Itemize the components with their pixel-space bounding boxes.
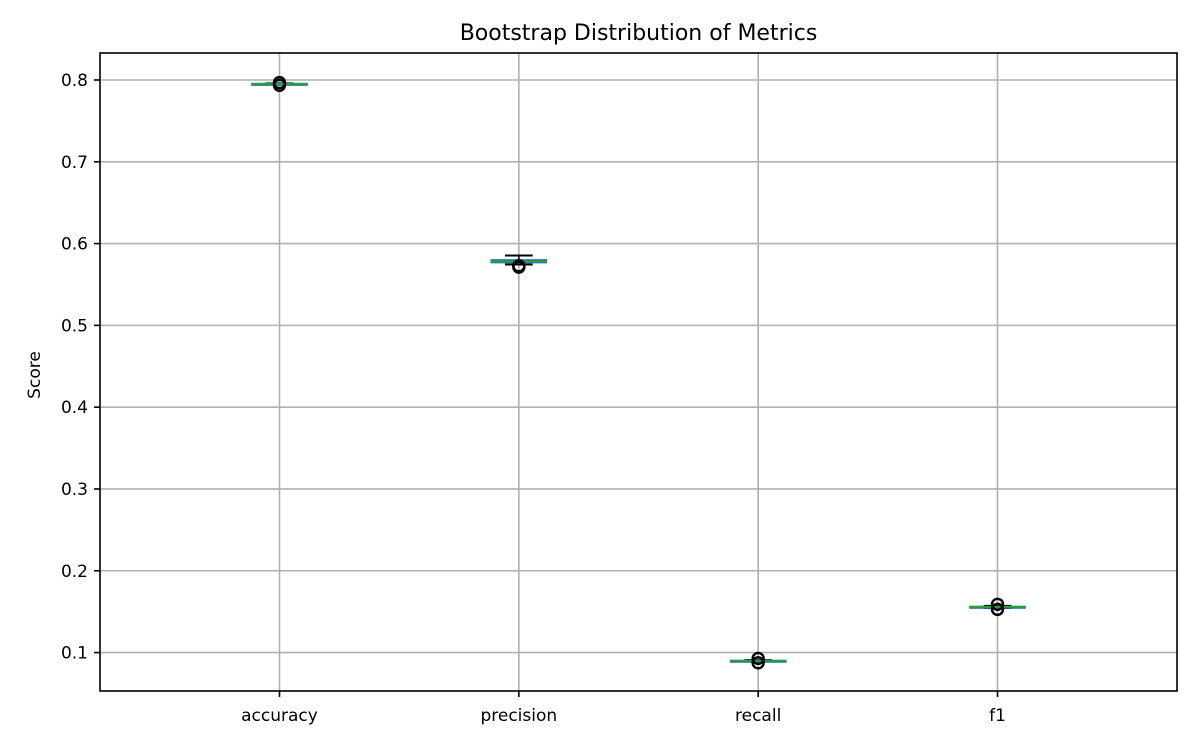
outlier-point: [990, 602, 1005, 617]
box-recall: [729, 651, 787, 670]
outlier-point: [512, 259, 526, 273]
y-tick-label: 0.8: [61, 71, 88, 91]
outlier-point: [751, 656, 765, 670]
y-tick-label: 0.1: [61, 644, 88, 664]
box-accuracy: [251, 75, 308, 93]
y-tick-label: 0.6: [61, 235, 88, 255]
box-f1: [969, 597, 1026, 617]
x-tick-label: accuracy: [241, 706, 318, 726]
x-tick-label: recall: [735, 706, 781, 726]
chart-title: Bootstrap Distribution of Metrics: [460, 21, 818, 46]
box-precision: [490, 254, 548, 274]
x-tick-label: precision: [480, 706, 557, 726]
outlier-point: [272, 75, 287, 90]
y-tick-label: 0.2: [61, 562, 88, 582]
y-tick-label: 0.7: [61, 153, 88, 173]
y-tick-label: 0.4: [61, 398, 88, 418]
y-axis-label: Score: [25, 351, 45, 399]
y-tick-label: 0.5: [61, 316, 88, 336]
box-layer: [251, 75, 1026, 670]
y-tick-label: 0.3: [61, 480, 88, 500]
outlier-point: [990, 597, 1005, 611]
grid-layer: [100, 53, 1177, 691]
outlier-point: [751, 651, 765, 666]
plot-frame: [99, 52, 1178, 692]
tick-layer: 0.1 0.2 0.3 0.4 0.5 0.6 0.7 0.8 accuracy precisio…: [61, 71, 1006, 726]
x-tick-label: f1: [989, 706, 1006, 726]
